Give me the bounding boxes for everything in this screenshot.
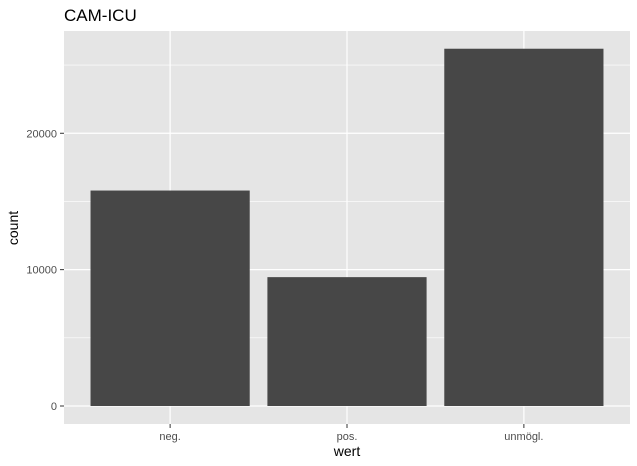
- y-tick-label: 10000: [26, 265, 57, 277]
- y-axis-ticks: 0 10000 20000: [26, 128, 64, 413]
- bar-pos: [267, 277, 427, 406]
- bar-unmgl: [444, 48, 604, 407]
- y-tick-label: 0: [51, 401, 57, 413]
- bars: [90, 48, 604, 407]
- x-tick-label: unmögl.: [504, 431, 543, 443]
- x-tick-label: pos.: [337, 431, 358, 443]
- y-axis-title: count: [5, 211, 21, 245]
- y-tick-label: 20000: [26, 128, 57, 140]
- bar-neg: [90, 190, 250, 406]
- chart-title: CAM-ICU: [64, 6, 137, 25]
- x-axis-title: wert: [333, 443, 361, 459]
- x-tick-label: neg.: [159, 431, 180, 443]
- x-axis-ticks: neg. pos. unmögl.: [159, 424, 543, 443]
